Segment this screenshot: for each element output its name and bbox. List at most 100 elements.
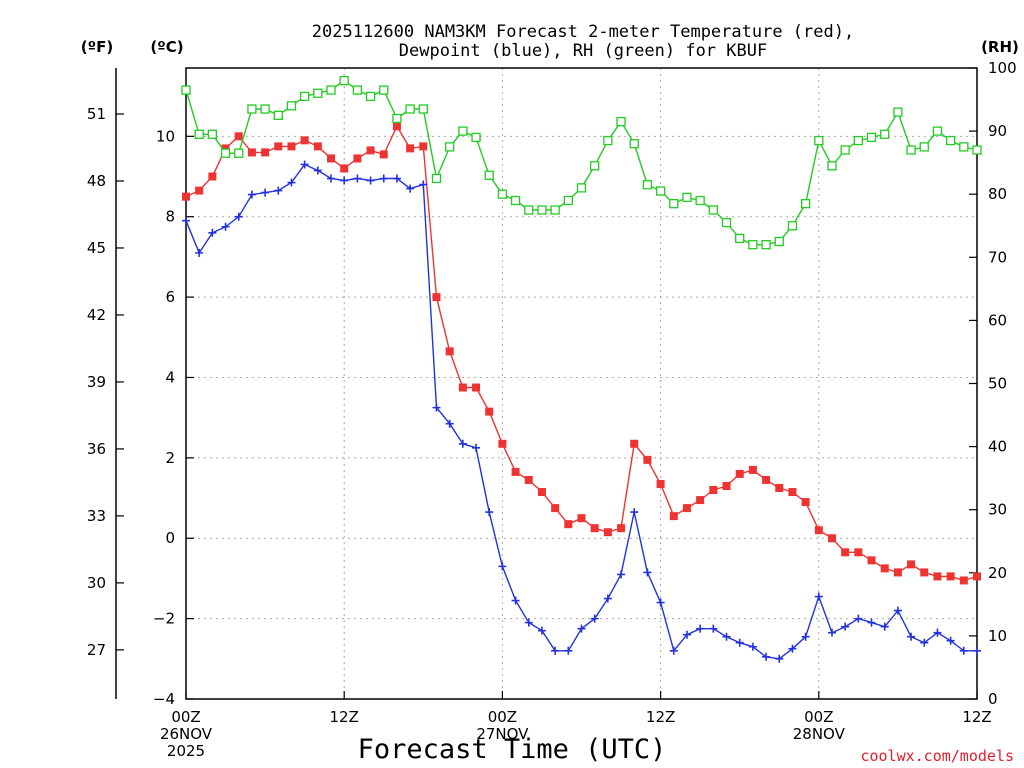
fahrenheit-tick-label: 45 bbox=[87, 239, 106, 257]
temperature-point bbox=[973, 572, 981, 581]
rh-point bbox=[906, 145, 916, 155]
dewpoint-point bbox=[445, 419, 454, 428]
fahrenheit-tick-label: 51 bbox=[87, 105, 106, 123]
dewpoint-point bbox=[537, 626, 546, 635]
rh-axis: 0 10 20 30 40 50 60 70 80 90 100 bbox=[969, 59, 1017, 708]
rh-point bbox=[510, 195, 521, 206]
time-tick-label: 2025 bbox=[167, 742, 205, 760]
dewpoint-point bbox=[551, 646, 560, 655]
rh-point bbox=[563, 195, 573, 206]
dewpoint-point bbox=[458, 439, 467, 448]
temperature-point bbox=[564, 520, 573, 529]
rh-point bbox=[682, 192, 692, 203]
dewpoint-line bbox=[185, 163, 977, 660]
temperature-point bbox=[261, 148, 270, 157]
temperature-point bbox=[630, 439, 639, 448]
dewpoint-point bbox=[867, 618, 876, 627]
celsius-tick-label: 4 bbox=[165, 368, 175, 386]
temperature-point bbox=[722, 481, 731, 490]
rh-point bbox=[234, 148, 244, 158]
fahrenheit-tick-label: 33 bbox=[87, 507, 106, 525]
dewpoint-point bbox=[327, 174, 336, 183]
temperature-point bbox=[788, 488, 797, 497]
credit-text: coolwx.com/models bbox=[860, 747, 1014, 765]
fahrenheit-unit-label: (ºF) bbox=[81, 38, 113, 56]
rh-point bbox=[827, 161, 837, 171]
temperature-point bbox=[827, 534, 836, 543]
dewpoint-point bbox=[564, 646, 573, 655]
dewpoint-point bbox=[406, 184, 415, 193]
temperature-point bbox=[762, 475, 771, 484]
temperature-point bbox=[353, 154, 362, 163]
dewpoint-point bbox=[722, 632, 731, 641]
rh-point bbox=[299, 91, 310, 102]
dewpoint-point bbox=[247, 190, 256, 199]
rh-point bbox=[392, 113, 402, 124]
celsius-tick-label: 10 bbox=[156, 127, 175, 145]
rh-point bbox=[273, 110, 283, 120]
dewpoint-point bbox=[814, 592, 823, 601]
rh-point bbox=[339, 75, 349, 86]
rh-point bbox=[721, 217, 732, 228]
celsius-unit-label: (ºC) bbox=[150, 38, 183, 56]
rh-tick-label: 30 bbox=[988, 501, 1007, 519]
temperature-point bbox=[669, 512, 678, 521]
rh-point bbox=[853, 135, 863, 146]
plot-series bbox=[181, 75, 982, 663]
rh-point bbox=[207, 129, 218, 139]
time-tick-label: 26NOV bbox=[160, 725, 213, 743]
time-tick-label: 12Z bbox=[962, 708, 991, 726]
rh-point bbox=[748, 240, 758, 250]
rh-point bbox=[445, 142, 455, 152]
dewpoint-point bbox=[880, 622, 889, 631]
dewpoint-point bbox=[498, 562, 507, 571]
temperature-point bbox=[709, 486, 718, 495]
temperature-point bbox=[959, 576, 968, 585]
dewpoint-point bbox=[801, 632, 810, 641]
rh-point bbox=[708, 205, 718, 215]
temperature-point bbox=[327, 154, 336, 163]
temperature-point bbox=[946, 572, 955, 581]
rh-point bbox=[959, 142, 969, 152]
dewpoint-point bbox=[643, 568, 652, 577]
temperature-point bbox=[485, 407, 494, 416]
rh-tick-label: 70 bbox=[988, 248, 1007, 266]
temperature-point bbox=[432, 293, 441, 302]
rh-point bbox=[761, 240, 771, 250]
rh-point bbox=[866, 132, 877, 143]
rh-point bbox=[484, 170, 494, 180]
rh-point bbox=[774, 236, 784, 247]
temperature-point bbox=[696, 496, 705, 505]
temperature-point bbox=[735, 469, 744, 478]
dewpoint-point bbox=[353, 174, 362, 183]
rh-point bbox=[471, 132, 481, 143]
rh-point bbox=[576, 183, 587, 193]
dewpoint-point bbox=[841, 622, 850, 631]
dewpoint-point bbox=[208, 228, 217, 237]
rh-point bbox=[735, 233, 745, 244]
celsius-tick-label: −4 bbox=[153, 690, 175, 708]
dewpoint-point bbox=[617, 570, 626, 579]
rh-tick-label: 80 bbox=[988, 185, 1007, 203]
dewpoint-point bbox=[973, 646, 981, 655]
dewpoint-point bbox=[182, 216, 190, 225]
temperature-point bbox=[274, 142, 283, 151]
celsius-tick-label: 8 bbox=[165, 208, 175, 226]
celsius-tick-label: 6 bbox=[165, 288, 175, 306]
temperature-point bbox=[656, 479, 665, 488]
dewpoint-point bbox=[893, 606, 902, 615]
temperature-point bbox=[472, 383, 481, 392]
celsius-tick-label: 0 bbox=[165, 529, 175, 547]
dewpoint-point bbox=[379, 174, 388, 183]
dewpoint-point bbox=[933, 628, 942, 637]
rh-point bbox=[590, 161, 600, 171]
temperature-point bbox=[617, 524, 626, 533]
time-tick-label: 00Z bbox=[804, 708, 833, 726]
temperature-point bbox=[682, 504, 691, 513]
rh-point bbox=[220, 148, 231, 158]
rh-tick-label: 0 bbox=[988, 690, 998, 708]
temperature-point bbox=[643, 455, 652, 464]
dewpoint-point bbox=[959, 646, 968, 655]
temperature-point bbox=[867, 556, 876, 565]
